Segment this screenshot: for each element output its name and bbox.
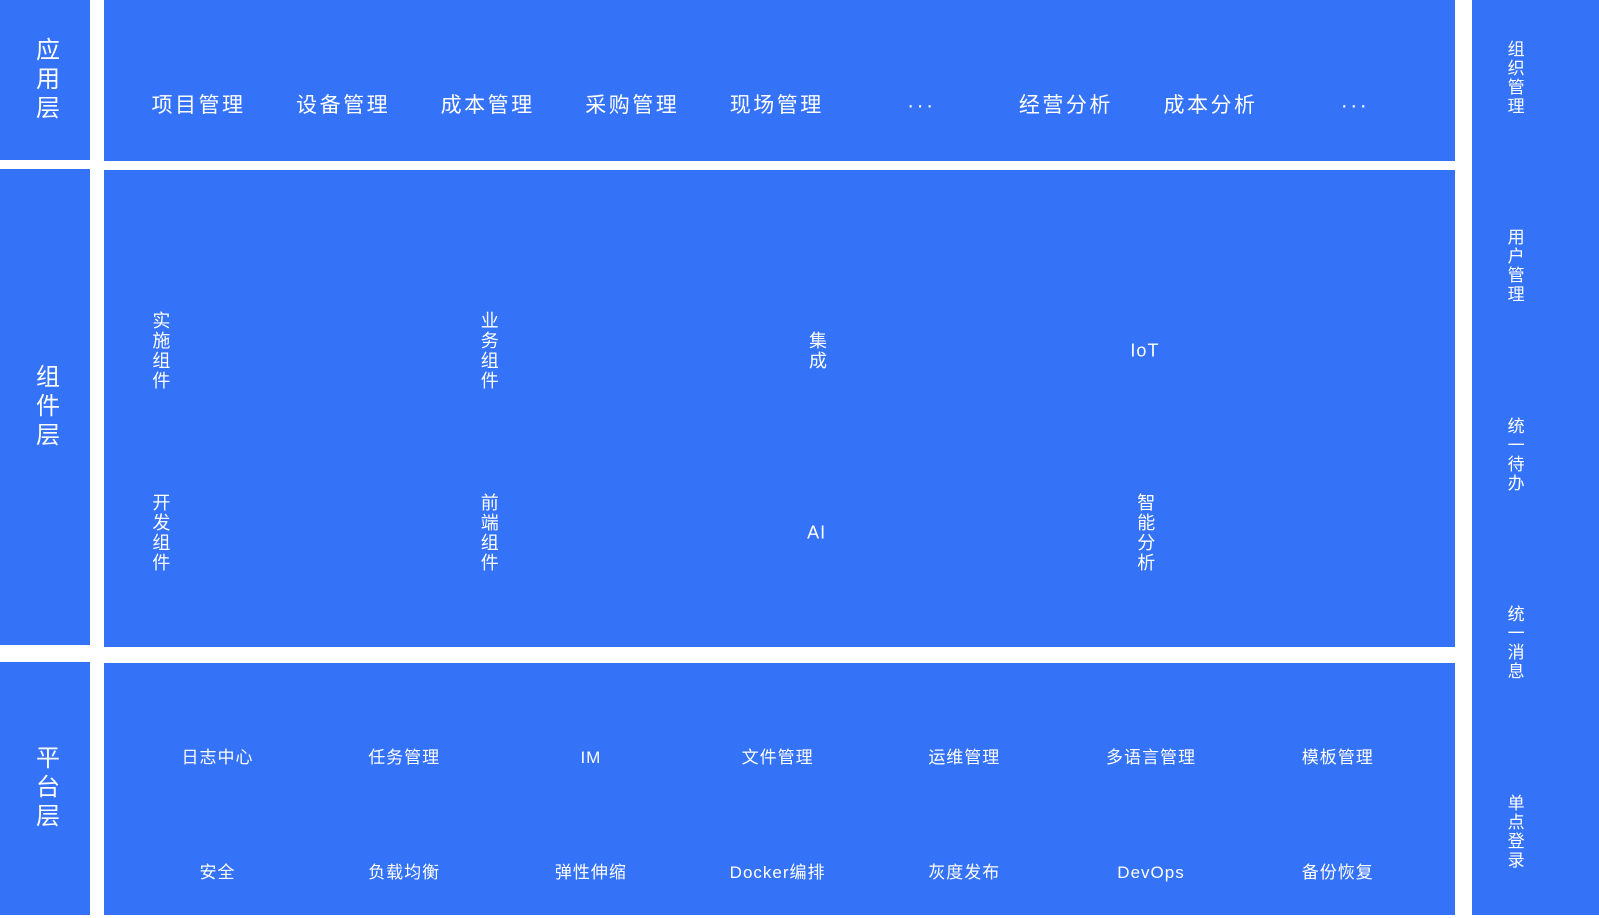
sidebar-item: 组织管理 xyxy=(1504,39,1524,116)
sidebar-item: 统一待办 xyxy=(1504,416,1524,493)
component-item: 实施组件 xyxy=(150,311,171,392)
layer-label-app: 应用层 xyxy=(0,0,90,160)
layer-label-component-text: 组件层 xyxy=(31,363,59,451)
component-item: 开发组件 xyxy=(150,492,171,573)
app-layer-item: 现场管理 xyxy=(729,94,824,118)
platform-item: 模板管理 xyxy=(1301,747,1374,767)
app-layer-block: 项目管理 设备管理 成本管理 采购管理 现场管理 ··· 经营分析 成本分析 ··· xyxy=(104,0,1455,161)
app-layer-item: ··· xyxy=(1340,94,1370,118)
app-layer-item: 成本管理 xyxy=(440,94,535,118)
layer-label-platform-text: 平台层 xyxy=(31,745,59,832)
component-layer-block: 实施组件 业务组件 集成 IoT 开发组件 前端组件 AI 智能分析 xyxy=(104,170,1455,647)
platform-item: 备份恢复 xyxy=(1301,863,1374,883)
app-layer-item: 成本分析 xyxy=(1163,94,1258,118)
platform-item: 灰度发布 xyxy=(928,863,1001,883)
platform-item: DevOps xyxy=(1117,863,1185,883)
component-item: IoT xyxy=(1130,340,1160,361)
component-item: 前端组件 xyxy=(478,492,499,573)
platform-item: 文件管理 xyxy=(741,747,814,767)
platform-item: 日志中心 xyxy=(181,747,254,767)
component-item: 业务组件 xyxy=(478,311,499,392)
app-layer-item: 采购管理 xyxy=(585,94,680,118)
platform-layer-block: 日志中心 任务管理 IM 文件管理 运维管理 多语言管理 模板管理安全 负载均衡 弹性伸缩 Doc… xyxy=(104,663,1455,915)
platform-item: 安全 xyxy=(199,863,236,883)
platform-item: 弹性伸缩 xyxy=(554,863,627,883)
component-item: AI xyxy=(807,522,827,543)
app-layer-item: 项目管理 xyxy=(151,94,246,118)
app-layer-item: 经营分析 xyxy=(1018,94,1113,118)
platform-item: Docker编排 xyxy=(729,863,826,883)
layer-label-component: 组件层 xyxy=(0,169,90,645)
platform-item: IM xyxy=(580,747,602,767)
platform-item: 运维管理 xyxy=(928,747,1001,767)
app-layer-item: 设备管理 xyxy=(296,94,391,118)
sidebar-item: 单点登录 xyxy=(1504,793,1524,870)
platform-item: 多语言管理 xyxy=(1106,747,1197,767)
platform-item: 负载均衡 xyxy=(368,863,441,883)
layer-label-app-text: 应用层 xyxy=(31,36,59,124)
layer-label-platform: 平台层 xyxy=(0,662,90,915)
common-services-sidebar: 组织管理用户管理统一待办统一消息单点登录 xyxy=(1472,0,1599,915)
platform-item: 任务管理 xyxy=(368,747,441,767)
app-layer-item: ··· xyxy=(907,94,936,118)
sidebar-item: 统一消息 xyxy=(1504,605,1524,682)
component-item: 集成 xyxy=(806,331,827,372)
sidebar-item: 用户管理 xyxy=(1504,228,1524,305)
component-item: 智能分析 xyxy=(1135,492,1156,573)
